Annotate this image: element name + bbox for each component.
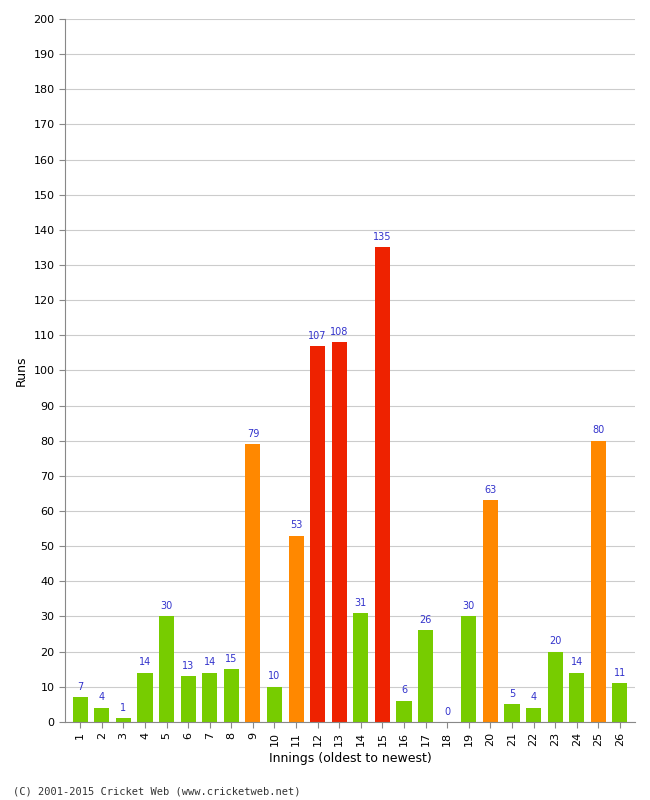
Bar xyxy=(224,669,239,722)
Text: 14: 14 xyxy=(139,658,151,667)
Bar xyxy=(73,697,88,722)
Text: 107: 107 xyxy=(308,330,327,341)
Text: 13: 13 xyxy=(182,661,194,671)
Text: 31: 31 xyxy=(355,598,367,607)
Text: 63: 63 xyxy=(484,485,497,495)
Text: 5: 5 xyxy=(509,689,515,699)
Text: 1: 1 xyxy=(120,703,127,713)
Bar xyxy=(504,704,519,722)
Bar xyxy=(375,247,390,722)
Text: 4: 4 xyxy=(530,693,537,702)
Bar xyxy=(483,501,498,722)
Bar xyxy=(569,673,584,722)
Bar xyxy=(137,673,153,722)
Y-axis label: Runs: Runs xyxy=(15,355,28,386)
Bar xyxy=(94,708,109,722)
Bar xyxy=(418,630,433,722)
Text: 10: 10 xyxy=(268,671,281,682)
Bar xyxy=(159,616,174,722)
Text: 108: 108 xyxy=(330,327,348,337)
Text: 53: 53 xyxy=(290,520,302,530)
Text: 4: 4 xyxy=(99,693,105,702)
Text: 14: 14 xyxy=(571,658,583,667)
Bar xyxy=(310,346,325,722)
Text: 80: 80 xyxy=(592,426,604,435)
Bar xyxy=(332,342,347,722)
Bar xyxy=(462,616,476,722)
Text: 14: 14 xyxy=(203,658,216,667)
Text: 135: 135 xyxy=(373,232,392,242)
Bar xyxy=(396,701,411,722)
Text: 26: 26 xyxy=(419,615,432,625)
Text: 79: 79 xyxy=(247,429,259,439)
Bar xyxy=(289,535,304,722)
Text: 15: 15 xyxy=(225,654,237,664)
Bar xyxy=(245,444,261,722)
Bar xyxy=(181,676,196,722)
Bar xyxy=(202,673,217,722)
Bar xyxy=(116,718,131,722)
X-axis label: Innings (oldest to newest): Innings (oldest to newest) xyxy=(268,752,432,765)
Text: 30: 30 xyxy=(463,601,475,611)
Bar xyxy=(526,708,541,722)
Text: 30: 30 xyxy=(161,601,173,611)
Bar xyxy=(612,683,627,722)
Text: 6: 6 xyxy=(401,686,407,695)
Text: 20: 20 xyxy=(549,636,562,646)
Bar xyxy=(267,686,282,722)
Text: (C) 2001-2015 Cricket Web (www.cricketweb.net): (C) 2001-2015 Cricket Web (www.cricketwe… xyxy=(13,786,300,796)
Text: 11: 11 xyxy=(614,668,626,678)
Bar xyxy=(591,441,606,722)
Bar xyxy=(547,651,563,722)
Text: 7: 7 xyxy=(77,682,83,692)
Text: 0: 0 xyxy=(444,706,450,717)
Bar xyxy=(354,613,369,722)
